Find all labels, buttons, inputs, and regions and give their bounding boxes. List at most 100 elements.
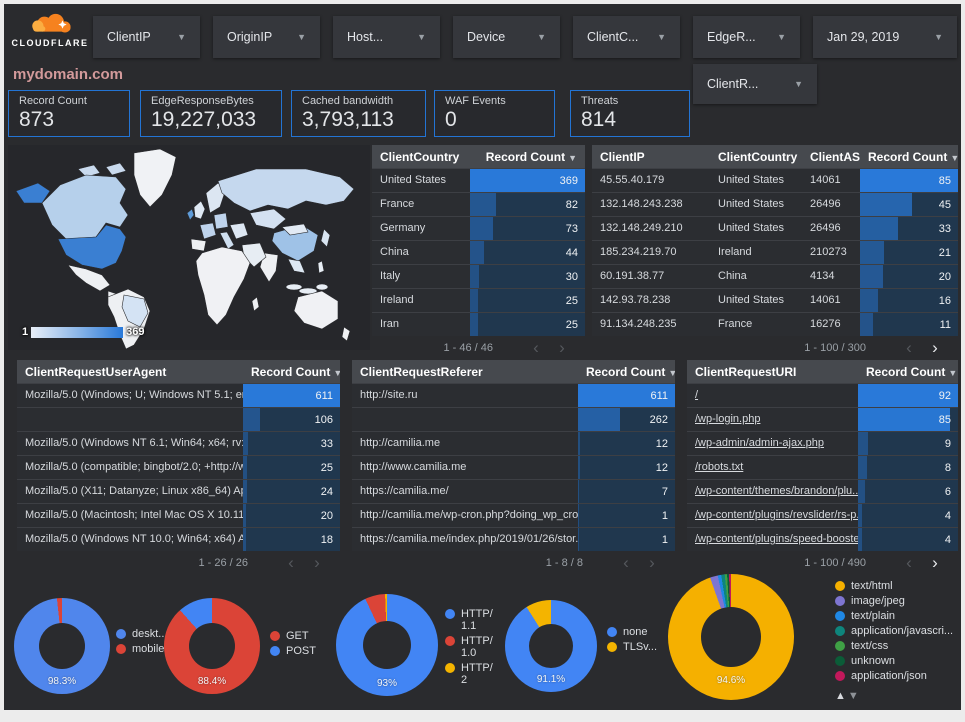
record-count-value: 20 — [320, 510, 333, 522]
cloudflare-logo: CLOUDFLARE — [10, 12, 90, 58]
record-count-value: 85 — [938, 175, 951, 187]
scorecard-value: 814 — [581, 108, 617, 131]
table-cell: United States — [718, 174, 785, 186]
legend-item-image-jpeg: image/jpeg — [835, 595, 955, 607]
sort-header-record-count[interactable]: Record Count▼ — [485, 149, 577, 164]
donut-chart-http-protocol[interactable]: 93% — [336, 594, 438, 696]
record-count-value: 92 — [938, 390, 951, 402]
filter-button-edger[interactable]: EdgeR... ▼ — [693, 16, 800, 58]
filter-button-clientc[interactable]: ClientC... ▼ — [573, 16, 680, 58]
pagination-next-icon[interactable]: › — [932, 553, 938, 572]
record-count-cell: 85 — [860, 169, 958, 192]
scorecard-label: Record Count — [19, 95, 87, 107]
sort-header-record-count[interactable]: Record Count▼ — [860, 150, 958, 164]
record-count-cell: 106 — [243, 408, 340, 431]
scorecard-threats: Threats 814 — [570, 90, 690, 137]
pagination-next-icon: › — [314, 553, 320, 572]
donut-percent-label: 98.3% — [47, 676, 77, 687]
pagination-next-icon: › — [649, 553, 655, 572]
pagination-prev-icon: ‹ — [623, 553, 629, 572]
record-count-value: 33 — [320, 438, 333, 450]
table-row: http://www.camilia.me 12 — [352, 455, 675, 479]
record-count-value: 4 — [944, 534, 951, 546]
legend-scroll-down-icon[interactable]: ▼ — [847, 690, 861, 702]
table-cell: http://site.ru — [360, 389, 418, 401]
sort-desc-icon: ▼ — [948, 367, 958, 378]
record-count-value: 106 — [314, 414, 333, 426]
uri-link[interactable]: /wp-content/themes/brandon/plu... — [695, 485, 858, 497]
legend-scroll-up-icon[interactable]: ▲ — [835, 690, 848, 702]
scorecard-edgeresponsebytes: EdgeResponseBytes 19,227,033 — [140, 90, 282, 137]
filter-button-clientr[interactable]: ClientR... ▼ — [693, 64, 817, 104]
record-count-cell: 6 — [858, 480, 958, 503]
record-count-cell: 82 — [470, 193, 585, 216]
table-cell: 185.234.219.70 — [600, 246, 677, 258]
pagination-prev-icon: ‹ — [288, 553, 294, 572]
table-cell: Ireland — [718, 246, 752, 258]
uri-link[interactable]: / — [695, 389, 699, 401]
pagination-prev-icon: ‹ — [533, 338, 539, 357]
table-row: http://camilia.me/wp-cron.php?doing_wp_c… — [352, 503, 675, 527]
donut-chart-device[interactable]: 98.3% — [14, 598, 110, 694]
table-cell: 16276 — [810, 318, 841, 330]
record-count-value: 12 — [655, 462, 668, 474]
record-count-bar — [858, 384, 958, 407]
sort-header-record-count[interactable]: Record Count▼ — [866, 364, 958, 379]
record-count-cell: 4 — [858, 504, 958, 527]
donut-legend-device: deskt... mobile — [116, 628, 186, 658]
legend-dot-icon — [835, 611, 845, 621]
record-count-value: 45 — [938, 199, 951, 211]
record-count-value: 1 — [661, 510, 668, 522]
geo-map-chart[interactable]: 1 369 — [8, 145, 370, 350]
uri-link[interactable]: /robots.txt — [695, 461, 744, 473]
sort-header-record-count[interactable]: Record Count▼ — [243, 365, 340, 379]
table-cell: 60.191.38.77 — [600, 270, 665, 282]
record-count-value: 85 — [938, 414, 951, 426]
filter-button-clientip[interactable]: ClientIP ▼ — [93, 16, 200, 58]
legend-item-text-html: text/html — [835, 580, 955, 592]
table-cell: /robots.txt — [687, 456, 858, 479]
donut-chart-request-method[interactable]: 88.4% — [164, 598, 260, 694]
table-header-row: ClientIP ClientCountry ClientASNRecord Cou… — [592, 145, 958, 168]
filter-button-device[interactable]: Device ▼ — [453, 16, 560, 58]
filter-button-originip[interactable]: OriginIP ▼ — [213, 16, 320, 58]
table-cell: /wp-content/plugins/revslider/rs-p... — [687, 504, 858, 527]
table-cell: 132.148.243.238 — [600, 198, 683, 210]
donut-legend-request-method: GET POST — [270, 630, 330, 660]
legend-dot-icon — [116, 629, 126, 639]
record-count-bar — [578, 456, 580, 479]
legend-label: POST — [286, 645, 316, 657]
legend-dot-icon — [116, 644, 126, 654]
table-row: Italy 30 — [372, 264, 585, 288]
client-ip-table: ClientIP ClientCountry ClientASNRecord Cou… — [592, 145, 958, 360]
cloudflare-logo-label: CLOUDFLARE — [11, 38, 89, 48]
legend-item-text-plain: text/plain — [835, 610, 955, 622]
donut-chart-tls-version[interactable]: 91.1% — [505, 600, 597, 692]
table-row: 185.234.219.70 Ireland 210273 21 — [592, 240, 958, 264]
table-header-row: ClientCountry Record Count ▼ — [372, 145, 585, 168]
table-cell: 26496 — [810, 198, 841, 210]
scorecard-waf-events: WAF Events 0 — [434, 90, 555, 137]
sort-desc-icon: ▼ — [568, 152, 577, 163]
legend-item-deskt: deskt... — [116, 628, 186, 640]
uri-link[interactable]: /wp-admin/admin-ajax.php — [695, 437, 825, 449]
pagination-next-icon[interactable]: › — [932, 338, 938, 357]
donut-chart-content-type[interactable]: 94.6% — [668, 574, 794, 700]
legend-label: mobile — [132, 643, 165, 655]
table-row: / 92 — [687, 383, 958, 407]
table-cell: 132.148.249.210 — [600, 222, 683, 234]
record-count-bar — [578, 408, 620, 431]
record-count-bar — [860, 217, 899, 240]
legend-dot-icon — [445, 609, 455, 619]
uri-link[interactable]: /wp-login.php — [695, 413, 761, 425]
filter-button-host[interactable]: Host... ▼ — [333, 16, 440, 58]
table-row: http://camilia.me 12 — [352, 431, 675, 455]
legend-label: HTTP/1.1 — [461, 608, 493, 632]
date-range-picker[interactable]: Jan 29, 2019 ▼ — [813, 16, 957, 58]
record-count-cell: 73 — [470, 217, 585, 240]
uri-link[interactable]: /wp-content/plugins/speed-booste... — [695, 533, 858, 545]
record-count-cell: 18 — [243, 528, 340, 551]
sort-header-record-count[interactable]: Record Count▼ — [578, 365, 675, 379]
table-cell: / — [687, 384, 858, 407]
uri-link[interactable]: /wp-content/plugins/revslider/rs-p... — [695, 509, 858, 521]
